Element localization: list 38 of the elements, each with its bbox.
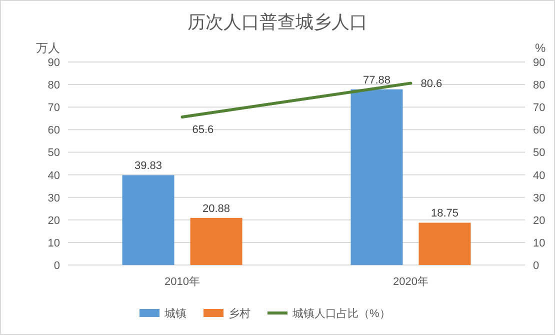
y-tick-label: 0 <box>54 260 60 272</box>
bar <box>122 175 174 265</box>
y2-tick-label: 50 <box>533 147 546 160</box>
y2-tick-label: 0 <box>533 260 540 272</box>
legend-label: 城镇人口占比（%） <box>292 307 390 320</box>
y2-tick-label: 80 <box>533 80 546 92</box>
data-label: 18.75 <box>430 208 459 220</box>
y2-tick-label: 20 <box>533 214 546 227</box>
chart-title: 历次人口普查城乡人口 <box>188 12 368 32</box>
y-tick-label: 50 <box>48 147 60 160</box>
data-label: 65.6 <box>192 124 214 136</box>
y-tick-label: 40 <box>48 170 60 182</box>
y-tick-label: 30 <box>48 192 60 204</box>
x-tick-label: 2010年 <box>164 276 200 288</box>
y2-tick-label: 10 <box>533 237 546 250</box>
y2-tick-label: 60 <box>533 124 546 137</box>
bar <box>418 222 471 265</box>
y2-tick-label: 40 <box>533 170 546 182</box>
y-tick-label: 90 <box>48 57 60 69</box>
y-tick-label: 70 <box>48 102 60 114</box>
y-tick-label: 20 <box>48 214 60 227</box>
x-tick-label: 2020年 <box>393 276 428 288</box>
y-axis-title: 万人 <box>36 41 60 55</box>
data-label: 80.6 <box>420 78 442 90</box>
data-label: 39.83 <box>134 160 162 172</box>
y2-axis-title: % <box>535 41 546 55</box>
y2-tick-label: 90 <box>533 57 546 69</box>
y-tick-label: 60 <box>48 124 60 137</box>
legend-label: 城镇 <box>164 307 186 320</box>
data-label: 77.88 <box>362 74 391 86</box>
data-label: 20.88 <box>202 202 230 215</box>
bar <box>190 218 242 265</box>
y2-tick-label: 30 <box>533 192 546 204</box>
legend-label: 乡村 <box>228 307 250 320</box>
bar <box>350 89 403 265</box>
y2-tick-label: 70 <box>533 102 546 114</box>
y-tick-label: 80 <box>48 80 60 92</box>
y-tick-label: 10 <box>48 237 60 250</box>
